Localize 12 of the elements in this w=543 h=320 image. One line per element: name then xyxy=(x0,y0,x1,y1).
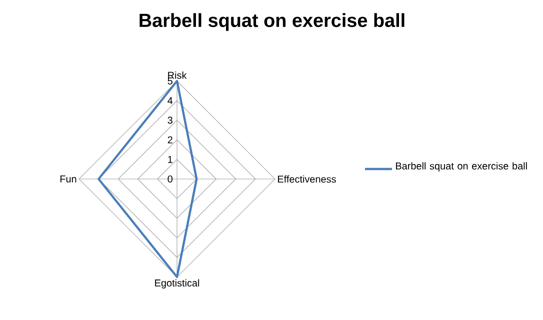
y-tick-label: 4 xyxy=(168,97,173,104)
y-tick-label: 2 xyxy=(168,136,172,144)
legend-label: Barbell squat on exercise ball xyxy=(396,162,527,172)
spoke-label: Egotistical xyxy=(155,279,200,288)
spoke-label: Effectiveness xyxy=(278,175,336,183)
y-tick-label: 5 xyxy=(168,78,172,84)
y-tick-label: 1 xyxy=(168,156,172,163)
spoke-label: Fun xyxy=(60,176,76,182)
chart-title: Barbell squat on exercise ball xyxy=(140,13,404,31)
spoke-label: Risk xyxy=(168,71,187,79)
y-tick-label: 0 xyxy=(168,175,172,183)
y-tick-label: 3 xyxy=(168,116,172,124)
